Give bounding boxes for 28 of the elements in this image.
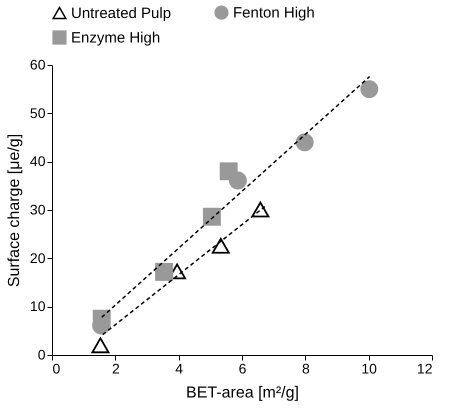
x-tick-label: 2 bbox=[112, 360, 120, 376]
point bbox=[155, 262, 174, 281]
y-tick-label: 60 bbox=[30, 56, 46, 72]
legend-label: Enzyme High bbox=[71, 30, 160, 46]
point bbox=[202, 208, 221, 226]
point bbox=[92, 310, 111, 328]
legend-label: Fenton High bbox=[233, 4, 315, 22]
point bbox=[360, 80, 378, 98]
x-tick-label: 12 bbox=[416, 360, 433, 376]
x-axis-title: BET-area [m²/g] bbox=[186, 384, 299, 402]
y-tick-label: 30 bbox=[30, 202, 46, 218]
x-tick-label: 8 bbox=[302, 360, 310, 376]
y-tick-label: 10 bbox=[30, 298, 46, 314]
point bbox=[212, 238, 230, 254]
y-tick-label: 20 bbox=[30, 250, 46, 266]
point bbox=[91, 337, 110, 354]
y-tick-label: 0 bbox=[38, 346, 46, 362]
y-axis-title: Surface charge [μe/g] bbox=[6, 134, 23, 288]
y-tick-label: 50 bbox=[30, 104, 46, 121]
x-tick-label: 0 bbox=[52, 360, 60, 376]
y-tick-label: 40 bbox=[30, 153, 46, 170]
legend-label: Untreated Pulp bbox=[71, 5, 172, 22]
x-tick-label: 10 bbox=[361, 360, 378, 376]
point bbox=[296, 133, 314, 152]
point bbox=[251, 202, 270, 218]
point bbox=[220, 162, 238, 180]
x-tick-label: 4 bbox=[175, 360, 184, 376]
x-tick-label: 6 bbox=[238, 360, 247, 376]
